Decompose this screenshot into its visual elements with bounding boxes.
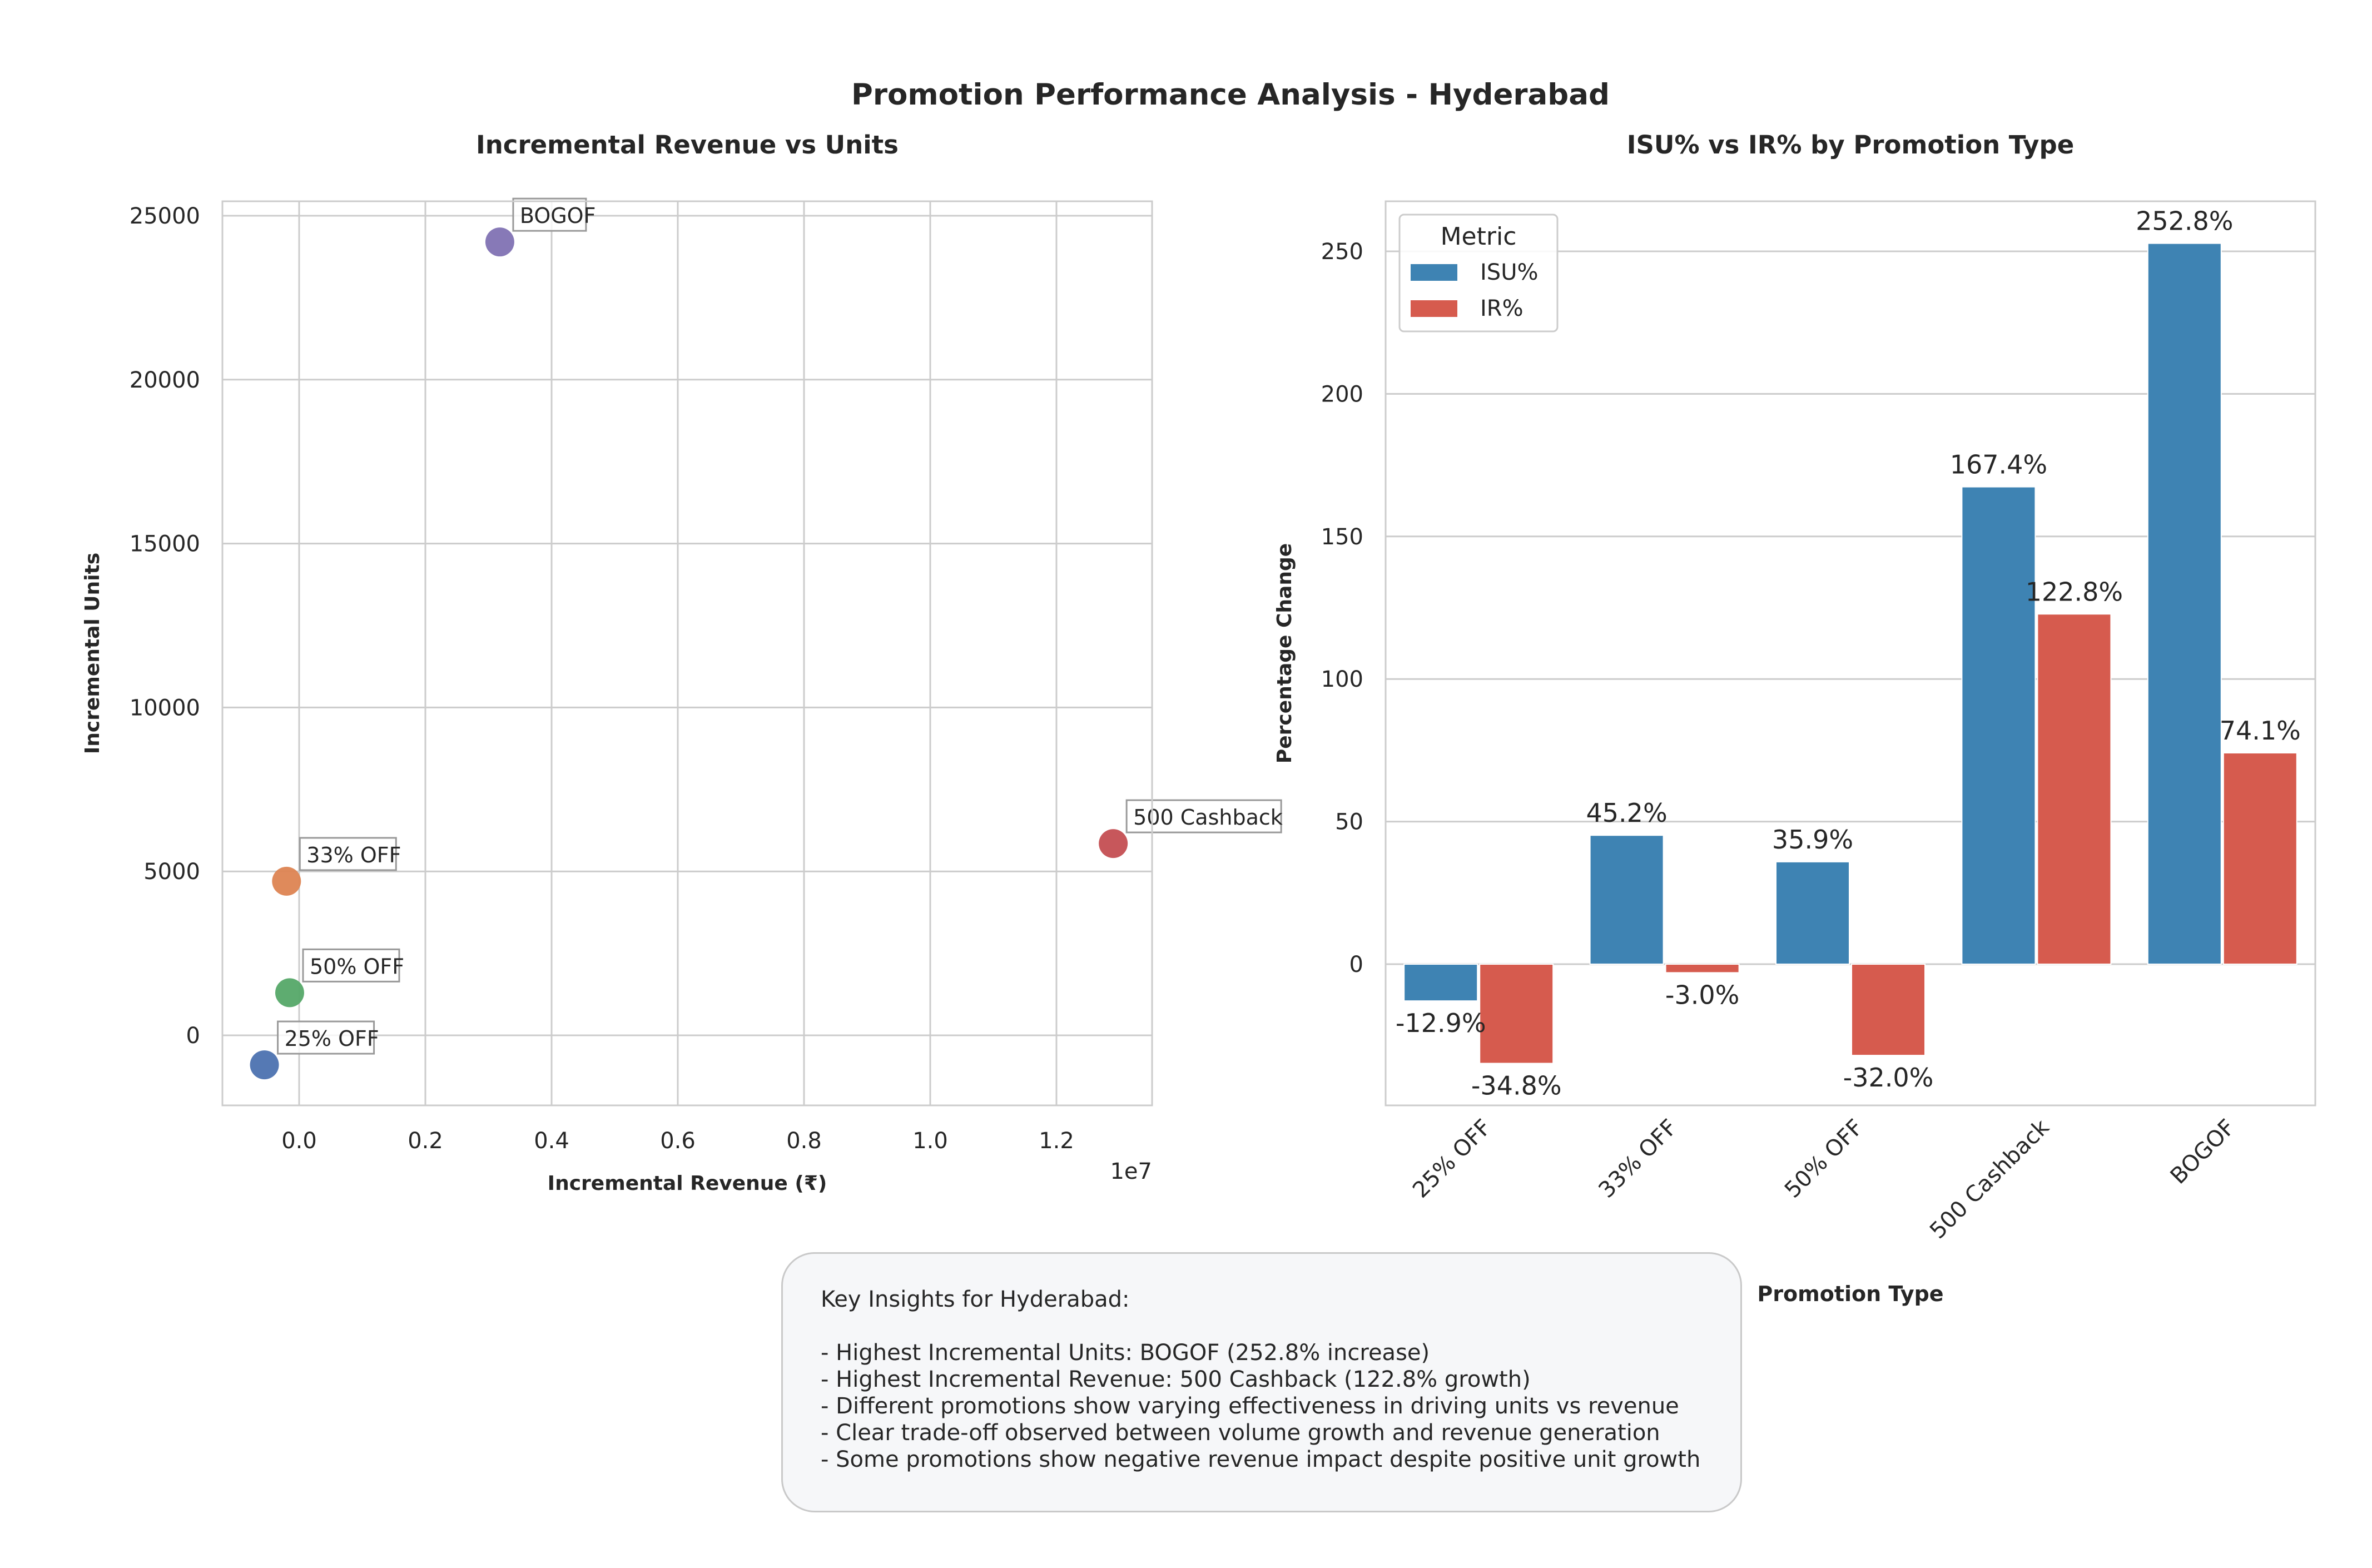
scatter-x-ticks: 0.0 0.2 0.4 0.6 0.8 1.0 1.2 bbox=[281, 1128, 1074, 1154]
bar-bars bbox=[1403, 242, 2297, 1064]
annotation-box bbox=[302, 948, 400, 983]
bar-y-tick-label: 0 bbox=[1349, 952, 1363, 977]
bar-value-labels: -12.9% 45.2% 35.9% 167.4% 252.8% -34.8% -3.0% -… bbox=[1396, 206, 2301, 1101]
insights-box: Key Insights for Hyderabad: - Highest In… bbox=[781, 1252, 1742, 1512]
annotation-label: 25% OFF bbox=[285, 1026, 379, 1051]
scatter-point bbox=[485, 227, 514, 257]
bar-value-label: 45.2% bbox=[1586, 798, 1668, 828]
bar-y-ticks: 0 50 100 150 200 250 bbox=[1321, 239, 1363, 977]
bar-ir bbox=[1479, 964, 1554, 1064]
annotation-label: BOGOF bbox=[520, 204, 596, 228]
bar-x-ticks: 25% OFF 33% OFF 50% OFF 500 Cashback BOGOF bbox=[1408, 1114, 2240, 1244]
scatter-point-annotation: 50% OFF bbox=[302, 948, 404, 983]
bar-title: ISU% vs IR% by Promotion Type bbox=[1627, 130, 2074, 160]
bar-isu bbox=[1589, 835, 1664, 965]
scatter-x-tick-label: 0.8 bbox=[786, 1128, 822, 1154]
bar-value-label: 122.8% bbox=[2026, 577, 2123, 607]
scatter-y-tick-label: 5000 bbox=[143, 859, 200, 885]
bar-ir bbox=[1851, 964, 1926, 1056]
bar-isu bbox=[2147, 242, 2222, 965]
scatter-y-tick-label: 15000 bbox=[130, 532, 200, 557]
scatter-x-tick-label: 0.6 bbox=[660, 1128, 696, 1154]
scatter-x-tick-label: 1.2 bbox=[1039, 1128, 1074, 1154]
insight-line: - Some promotions show negative revenue … bbox=[821, 1447, 1701, 1472]
insights-heading: Key Insights for Hyderabad: bbox=[821, 1287, 1130, 1312]
annotation-label: 500 Cashback bbox=[1133, 805, 1283, 830]
annotation-label: 33% OFF bbox=[306, 843, 401, 867]
scatter-point bbox=[275, 978, 304, 1008]
scatter-point-annotation: 25% OFF bbox=[277, 1020, 379, 1055]
bar-isu bbox=[1961, 486, 2036, 965]
scatter-y-tick-label: 20000 bbox=[130, 368, 200, 393]
bar-x-tick-label: 25% OFF bbox=[1408, 1115, 1496, 1203]
insight-line: - Highest Incremental Revenue: 500 Cashb… bbox=[821, 1367, 1531, 1392]
scatter-x-tick-label: 0.0 bbox=[281, 1128, 317, 1154]
scatter-y-ticks: 0 5000 10000 15000 20000 25000 bbox=[130, 204, 200, 1049]
bar-value-label: 74.1% bbox=[2220, 716, 2301, 746]
bar-x-tick-label: 500 Cashback bbox=[1925, 1114, 2055, 1244]
annotation-box bbox=[299, 837, 397, 871]
scatter-point bbox=[250, 1050, 279, 1080]
scatter-x-tick-label: 1.0 bbox=[912, 1128, 948, 1154]
bar-plot-frame bbox=[1385, 200, 2316, 1106]
bar-ir bbox=[1665, 964, 1740, 974]
scatter-points: 25% OFF 33% OFF 50% OFF 500 Cashback BOGOF bbox=[250, 197, 1283, 1080]
bar-isu bbox=[1403, 964, 1478, 1002]
bar-y-tick-label: 250 bbox=[1321, 239, 1363, 265]
figure-suptitle: Promotion Performance Analysis - Hyderab… bbox=[851, 78, 1610, 112]
bar-value-label: 252.8% bbox=[2136, 206, 2233, 236]
bar-value-label: -3.0% bbox=[1665, 980, 1739, 1010]
insight-line: - Different promotions show varying effe… bbox=[821, 1393, 1679, 1419]
legend-label-isu: ISU% bbox=[1480, 260, 1538, 285]
scatter-y-tick-label: 10000 bbox=[130, 695, 200, 721]
legend-swatch-isu bbox=[1411, 264, 1457, 281]
annotation-label: 50% OFF bbox=[310, 954, 404, 979]
annotation-box bbox=[512, 197, 587, 232]
scatter-x-tick-label: 0.2 bbox=[408, 1128, 443, 1154]
scatter-x-offset-label: 1e7 bbox=[1110, 1159, 1152, 1184]
scatter-title: Incremental Revenue vs Units bbox=[476, 130, 899, 160]
bar-legend: Metric ISU% IR% bbox=[1398, 214, 1559, 333]
legend-title: Metric bbox=[1441, 222, 1517, 251]
annotation-box bbox=[277, 1020, 375, 1055]
bar-y-tick-label: 100 bbox=[1321, 667, 1363, 692]
legend-label-ir: IR% bbox=[1480, 296, 1524, 321]
scatter-point bbox=[272, 866, 301, 896]
scatter-plot-frame bbox=[221, 200, 1153, 1106]
bar-panel: ISU% vs IR% by Promotion Type -12.9% 45.2… bbox=[1273, 130, 2316, 1306]
bar-value-label: 35.9% bbox=[1772, 825, 1853, 855]
bar-x-axis-label: Promotion Type bbox=[1757, 1282, 1943, 1306]
scatter-point bbox=[1099, 829, 1128, 859]
scatter-point-annotation: 33% OFF bbox=[299, 837, 401, 871]
scatter-x-tick-label: 0.4 bbox=[534, 1128, 569, 1154]
scatter-y-tick-label: 25000 bbox=[130, 204, 200, 229]
scatter-y-tick-label: 0 bbox=[186, 1023, 200, 1049]
scatter-point-annotation: BOGOF bbox=[512, 197, 596, 232]
bar-ir bbox=[2222, 752, 2297, 965]
bar-value-label: 167.4% bbox=[1950, 450, 2047, 480]
bar-y-axis-label: Percentage Change bbox=[1273, 543, 1296, 763]
bar-x-tick-label: 50% OFF bbox=[1780, 1115, 1868, 1203]
bar-y-tick-label: 200 bbox=[1321, 381, 1363, 407]
scatter-panel: Incremental Revenue vs Units 25% OFF 33% … bbox=[81, 130, 1283, 1195]
bar-ir bbox=[2037, 613, 2112, 965]
bar-value-label: -12.9% bbox=[1396, 1008, 1486, 1038]
bar-value-label: -32.0% bbox=[1843, 1063, 1934, 1093]
bar-x-tick-label: 33% OFF bbox=[1594, 1115, 1682, 1203]
scatter-point-annotation: 500 Cashback bbox=[1125, 799, 1283, 833]
bar-isu bbox=[1775, 861, 1850, 965]
legend-swatch-ir bbox=[1411, 300, 1457, 317]
bar-x-tick-label: BOGOF bbox=[2166, 1115, 2240, 1189]
insight-line: - Highest Incremental Units: BOGOF (252.… bbox=[821, 1340, 1430, 1366]
scatter-y-axis-label: Incremental Units bbox=[81, 553, 104, 754]
bar-y-tick-label: 150 bbox=[1321, 524, 1363, 550]
scatter-gridlines bbox=[222, 201, 1152, 1105]
insight-line: - Clear trade-off observed between volum… bbox=[821, 1420, 1660, 1446]
bar-value-label: -34.8% bbox=[1471, 1070, 1562, 1100]
bar-y-tick-label: 50 bbox=[1335, 810, 1363, 835]
scatter-x-axis-label: Incremental Revenue (₹) bbox=[548, 1172, 827, 1195]
